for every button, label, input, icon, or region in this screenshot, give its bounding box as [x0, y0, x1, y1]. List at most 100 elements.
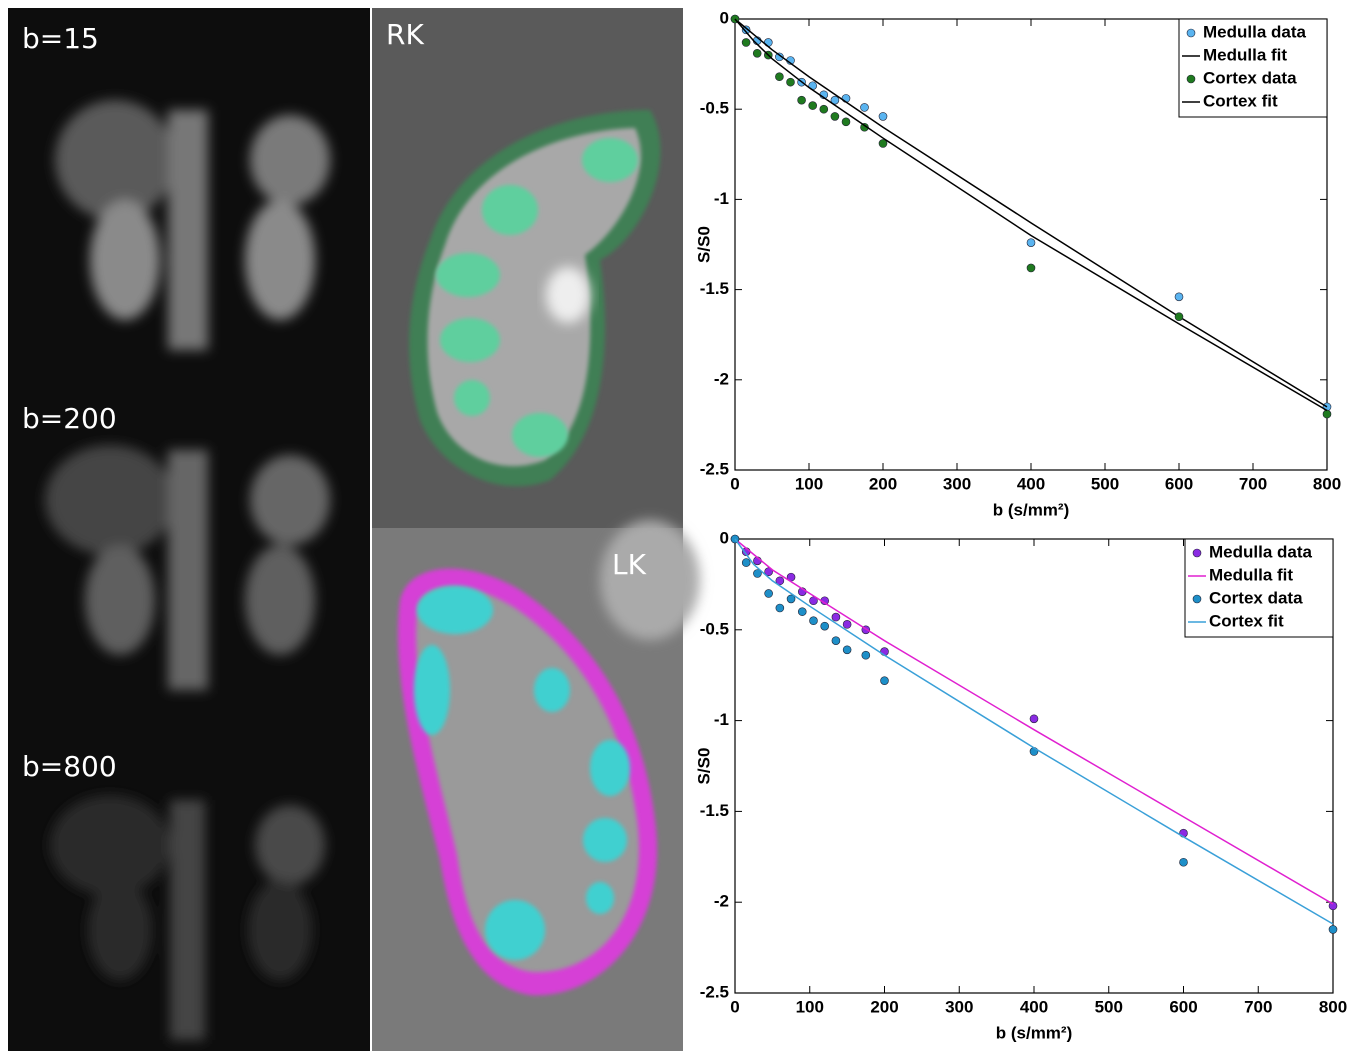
anatomy	[45, 100, 330, 1040]
data-point	[1322, 409, 1332, 419]
y-tick-label: -0.5	[700, 619, 729, 638]
data-point	[753, 569, 762, 578]
legend-label: Medulla fit	[1209, 565, 1293, 584]
x-tick-label: 600	[1165, 474, 1193, 493]
legend-box	[1178, 18, 1328, 118]
data-point	[775, 603, 785, 613]
data-point	[860, 122, 869, 132]
y-tick-label: -2	[714, 892, 729, 911]
data-point	[809, 596, 818, 606]
y-axis-label: S/S0	[694, 226, 713, 263]
legend-label: Cortex data	[1209, 588, 1303, 607]
data-point	[831, 612, 841, 622]
mri-lk: LK	[372, 520, 700, 1051]
y-tick-label: -1	[714, 189, 729, 208]
data-point	[1328, 925, 1338, 934]
data-point	[1026, 238, 1036, 247]
legend-label: Medulla data	[1209, 542, 1313, 561]
panel-label: b=200	[22, 402, 117, 435]
data-point	[820, 621, 830, 631]
y-tick-label: -0.5	[700, 99, 729, 118]
data-point	[861, 650, 871, 660]
data-point	[741, 38, 751, 47]
data-point	[819, 104, 829, 114]
data-point	[741, 558, 751, 567]
panel-label: b=800	[22, 750, 117, 783]
data-point	[809, 616, 818, 626]
data-point	[830, 112, 840, 121]
legend-label: Cortex data	[1203, 68, 1297, 87]
x-tick-label: 400	[1020, 997, 1048, 1016]
y-tick-label: -1	[714, 710, 729, 729]
data-point	[830, 95, 840, 105]
x-tick-label: 800	[1313, 474, 1341, 493]
data-point	[1174, 292, 1184, 302]
x-tick-label: 700	[1244, 997, 1272, 1016]
x-tick-label: 0	[730, 474, 739, 493]
data-point	[878, 112, 888, 121]
data-point	[1029, 714, 1039, 724]
y-tick-label: -2.5	[700, 982, 729, 1001]
data-point	[878, 139, 888, 148]
data-point	[786, 77, 795, 87]
panel-label: LK	[612, 548, 647, 581]
legend-label: Medulla data	[1203, 22, 1307, 41]
y-tick-label: 0	[720, 528, 729, 547]
x-tick-label: 500	[1091, 474, 1119, 493]
y-axis-label: S/S0	[694, 748, 713, 785]
legend-swatch	[1186, 74, 1196, 84]
data-point	[1174, 312, 1184, 321]
data-point	[831, 636, 841, 645]
chart: 0-0.5-1-1.5-2-2.50 100 200 300 400 500 600 700 8…	[694, 528, 1347, 1042]
legend-box	[1184, 538, 1334, 638]
mri-rk: RK	[372, 8, 683, 528]
data-point	[786, 594, 796, 604]
x-tick-label: 200	[870, 997, 898, 1016]
x-tick-label: 100	[795, 474, 823, 493]
legend-label: Medulla fit	[1203, 45, 1287, 64]
y-tick-label: -1.5	[700, 279, 729, 298]
data-point	[764, 589, 773, 598]
data-point	[808, 101, 818, 110]
fit-line	[734, 18, 1328, 412]
data-point	[797, 607, 807, 616]
x-tick-label: 800	[1319, 997, 1347, 1016]
x-tick-label: 300	[943, 474, 971, 493]
x-tick-label: 600	[1169, 997, 1197, 1016]
legend-swatch	[1192, 594, 1202, 604]
x-tick-label: 400	[1017, 474, 1045, 493]
data-point	[775, 52, 784, 62]
data-point	[842, 645, 852, 655]
data-point	[752, 48, 762, 58]
panel-label: b=15	[22, 22, 99, 55]
x-tick-label: 0	[730, 997, 739, 1016]
legend-swatch	[1192, 548, 1202, 558]
data-point	[842, 620, 852, 629]
y-tick-label: -2	[714, 369, 729, 388]
data-point	[741, 25, 751, 35]
x-tick-label: 100	[796, 997, 824, 1016]
legend-swatch	[1186, 28, 1196, 38]
x-tick-label: 700	[1239, 474, 1267, 493]
x-axis-label: b (s/mm²)	[993, 500, 1070, 519]
data-point	[1026, 263, 1036, 273]
data-point	[1328, 901, 1338, 911]
data-point	[1179, 857, 1188, 867]
y-tick-label: -2.5	[700, 459, 729, 478]
y-tick-label: -1.5	[700, 801, 729, 820]
fit-line	[734, 538, 1334, 905]
x-axis-label: b (s/mm²)	[996, 1023, 1073, 1042]
legend-label: Cortex fit	[1203, 91, 1278, 110]
data-point	[775, 576, 785, 586]
panel-label: RK	[386, 18, 424, 51]
x-tick-label: 200	[869, 474, 897, 493]
x-tick-label: 300	[945, 997, 973, 1016]
data-point	[775, 72, 784, 82]
legend-label: Cortex fit	[1209, 611, 1284, 630]
chart: 0-0.5-1-1.5-2-2.50 100 200 300 400 500 600 700 8…	[694, 8, 1341, 519]
x-tick-label: 500	[1095, 997, 1123, 1016]
data-point	[860, 103, 869, 112]
data-point	[880, 676, 889, 685]
